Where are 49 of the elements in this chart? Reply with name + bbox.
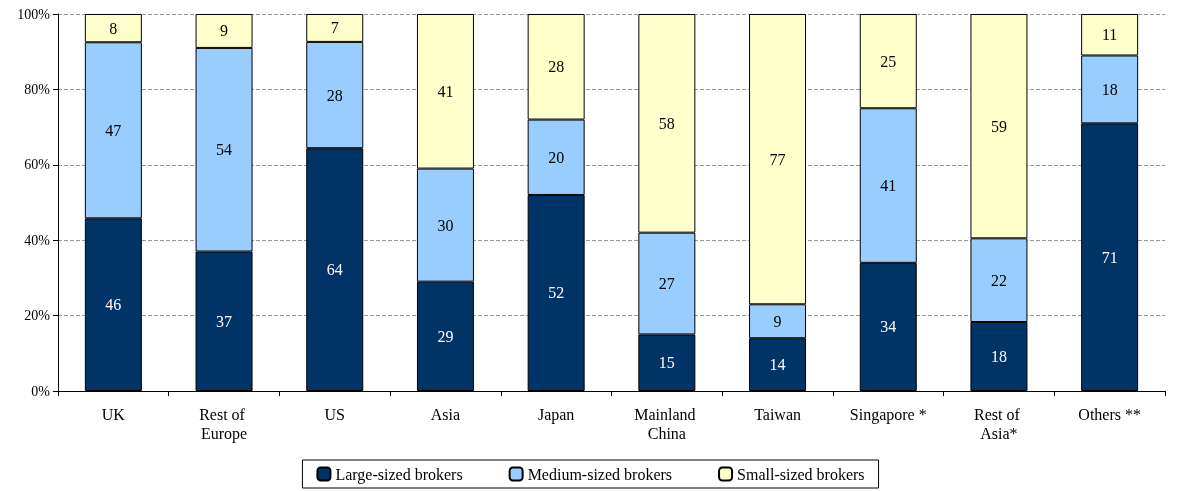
legend-label: Small-sized brokers — [737, 465, 865, 483]
data-label: 47 — [105, 121, 122, 139]
y-tick-label: 20% — [24, 308, 51, 324]
x-tick-label: Singapore * — [849, 406, 927, 424]
data-label: 30 — [437, 216, 454, 234]
data-label: 25 — [880, 52, 897, 70]
data-label: 46 — [105, 296, 122, 314]
data-label: 34 — [880, 318, 897, 336]
data-label: 71 — [1101, 248, 1118, 266]
x-tick-label: Others ** — [1078, 406, 1141, 423]
data-label: 9 — [773, 312, 782, 330]
data-label: 9 — [220, 22, 229, 40]
data-label: 28 — [548, 58, 565, 76]
y-tick-label: 40% — [24, 232, 51, 248]
x-tick-label: Asia — [430, 406, 461, 423]
data-label: 7 — [330, 19, 339, 37]
data-label: 20 — [548, 148, 565, 166]
x-tick-label: Rest of Asia* — [974, 406, 1024, 442]
y-tick-label: 80% — [24, 81, 51, 97]
legend-label: Medium-sized brokers — [527, 465, 673, 483]
data-label: 28 — [326, 86, 343, 104]
data-label: 64 — [326, 261, 343, 279]
data-label: 11 — [1101, 26, 1118, 44]
data-label: 29 — [437, 327, 454, 345]
data-label: 59 — [990, 117, 1007, 135]
data-label: 37 — [216, 312, 233, 330]
data-label: 77 — [769, 150, 786, 168]
data-label: 27 — [658, 275, 675, 293]
data-label: 58 — [658, 114, 675, 132]
x-tick-label: UK — [101, 406, 126, 423]
x-tick-label: US — [324, 406, 345, 423]
data-label: 41 — [880, 177, 897, 195]
data-label: 18 — [990, 348, 1007, 365]
data-label: 8 — [109, 19, 118, 37]
data-label: 22 — [990, 271, 1007, 289]
data-label: 54 — [216, 141, 233, 159]
y-tick-label: 0% — [31, 383, 51, 399]
y-tick-label: 100% — [17, 6, 51, 22]
data-label: 52 — [548, 284, 565, 302]
data-label: 18 — [1101, 80, 1118, 98]
data-label: 41 — [437, 82, 454, 100]
x-tick-label: Rest of Europe — [199, 406, 249, 443]
x-tick-label: Mainland China — [634, 406, 700, 442]
x-tick-label: Japan — [537, 406, 575, 424]
data-label: 15 — [658, 354, 675, 372]
data-label: 14 — [769, 356, 786, 374]
legend-label: Large-sized brokers — [335, 465, 463, 484]
y-tick-label: 60% — [24, 157, 51, 173]
x-tick-label: Taiwan — [754, 406, 801, 423]
